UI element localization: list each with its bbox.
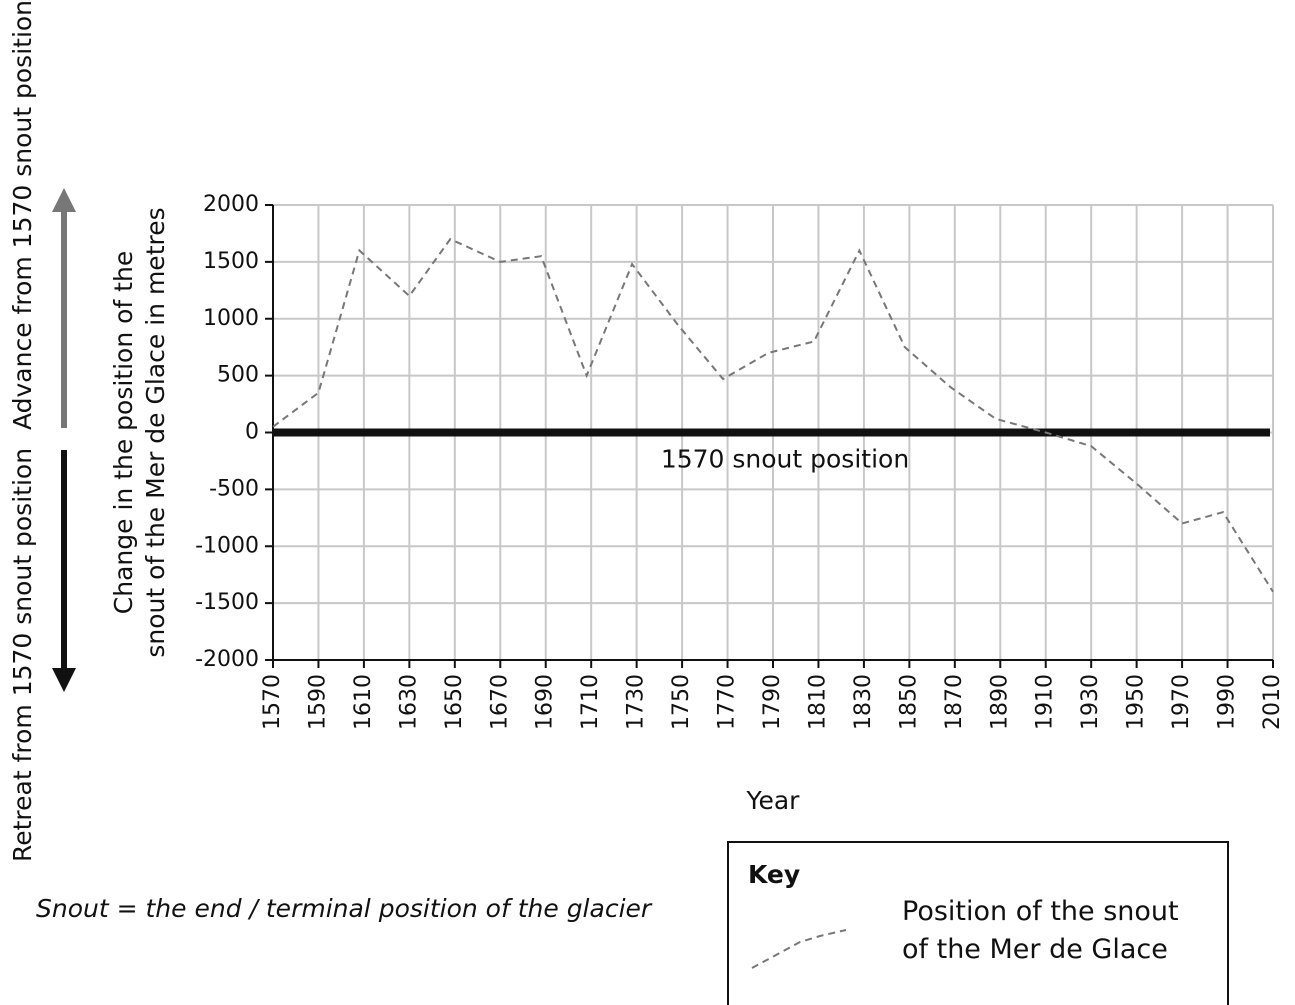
y-tick-label: 1000	[203, 306, 259, 331]
x-tick-label: 1990	[1215, 674, 1240, 730]
x-tick-label: 1850	[896, 674, 921, 730]
x-tick-label: 1610	[351, 674, 376, 730]
y-tick-label: -1000	[195, 533, 259, 558]
x-tick-label: 1930	[1078, 674, 1103, 730]
y-tick-label: -2000	[195, 647, 259, 672]
y-tick-label: -1500	[195, 590, 259, 615]
x-tick-label: 1790	[760, 674, 785, 730]
legend-swatch	[751, 929, 847, 969]
y-tick-label: 2000	[203, 192, 259, 217]
y-tick-label: 0	[245, 420, 259, 445]
x-tick-label: 1710	[578, 674, 603, 730]
x-axis-label: Year	[746, 786, 801, 815]
x-tick-label: 1570	[260, 674, 285, 730]
y-axis-label: snout of the Mer de Glace in metres	[141, 207, 170, 657]
x-tick-label: 1630	[396, 674, 421, 730]
legend-label: Position of the snout of the Mer de Glac…	[902, 896, 1179, 965]
x-tick-label: 1650	[442, 674, 467, 730]
x-tick-label: 1670	[487, 674, 512, 730]
legend-title: Key	[748, 860, 800, 889]
x-tick-label: 1830	[851, 674, 876, 730]
x-tick-label: 1950	[1124, 674, 1149, 730]
footnote: Snout = the end / terminal position of t…	[36, 894, 653, 923]
x-tick-label: 1870	[942, 674, 967, 730]
retreat-label: Retreat from 1570 snout position	[8, 448, 37, 862]
x-tick-label: 1810	[805, 674, 830, 730]
x-tick-label: 1890	[987, 674, 1012, 730]
y-tick-label: 1500	[203, 249, 259, 274]
y-tick-label: -500	[209, 476, 259, 501]
legend-box	[727, 841, 1229, 1005]
y-tick-label: 500	[217, 363, 259, 388]
x-tick-label: 1910	[1033, 674, 1058, 730]
x-tick-label: 1750	[669, 674, 694, 730]
x-tick-label: 1690	[533, 674, 558, 730]
x-tick-label: 1590	[305, 674, 330, 730]
x-tick-label: 1970	[1169, 674, 1194, 730]
reference-label: 1570 snout position	[661, 445, 909, 474]
x-tick-label: 2010	[1260, 674, 1285, 730]
advance-label: Advance from 1570 snout position	[8, 0, 37, 430]
x-tick-label: 1770	[715, 674, 740, 730]
y-axis-label: Change in the position of the	[109, 251, 138, 614]
x-tick-label: 1730	[624, 674, 649, 730]
